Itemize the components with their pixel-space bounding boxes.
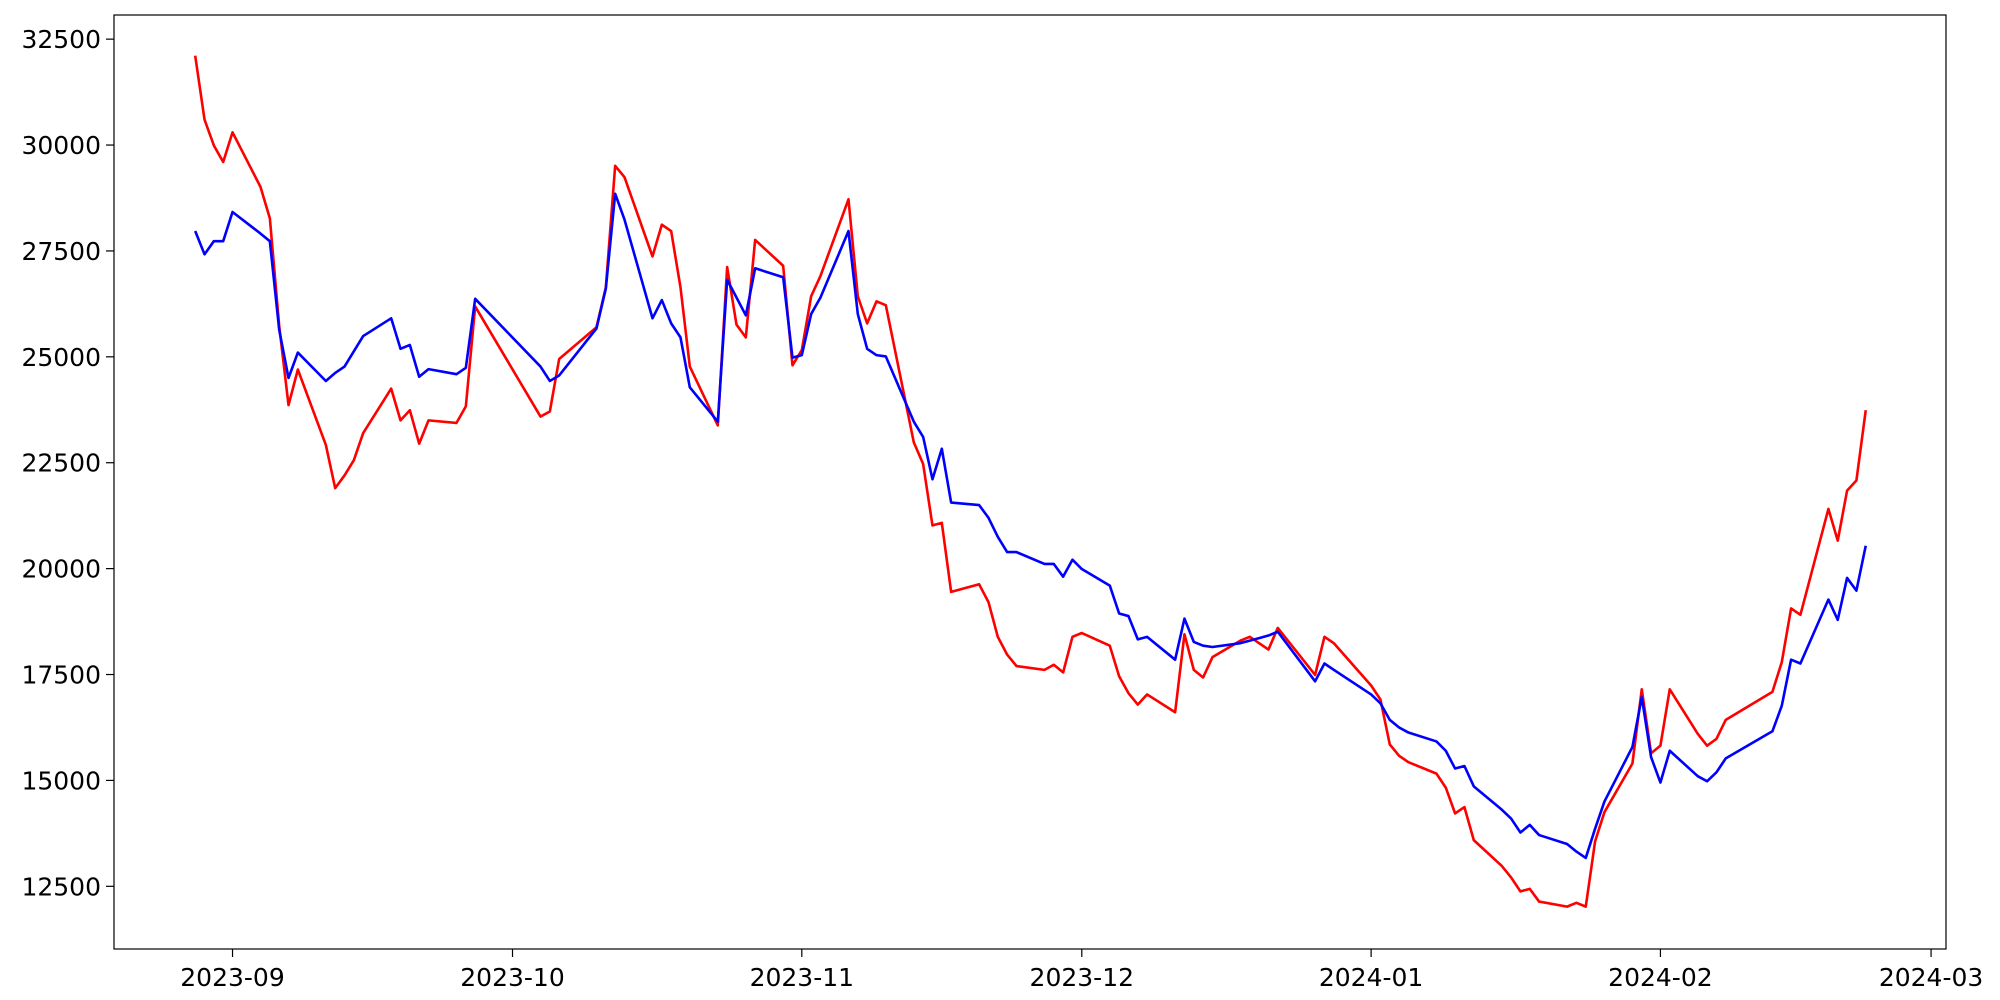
x-tick-label: 2023-11 (750, 963, 854, 992)
y-tick-label: 22500 (21, 449, 101, 478)
y-tick-label: 27500 (21, 237, 101, 266)
x-tick-label: 2023-10 (460, 963, 564, 992)
y-tick-label: 20000 (21, 555, 101, 584)
x-tick-label: 2024-02 (1608, 963, 1712, 992)
x-tick-label: 2023-09 (180, 963, 284, 992)
x-tick-label: 2024-03 (1879, 963, 1983, 992)
y-tick-label: 17500 (21, 661, 101, 690)
y-tick-label: 15000 (21, 766, 101, 795)
x-tick-label: 2023-12 (1030, 963, 1134, 992)
series-line (193, 192, 1868, 860)
y-tick-label: 12500 (21, 872, 101, 901)
y-tick-label: 30000 (21, 131, 101, 160)
y-tick-label: 32500 (21, 25, 101, 54)
x-tick-label: 2024-01 (1319, 963, 1423, 992)
y-tick-label: 25000 (21, 343, 101, 372)
series-line (193, 55, 1868, 908)
plot-frame (113, 14, 1947, 950)
